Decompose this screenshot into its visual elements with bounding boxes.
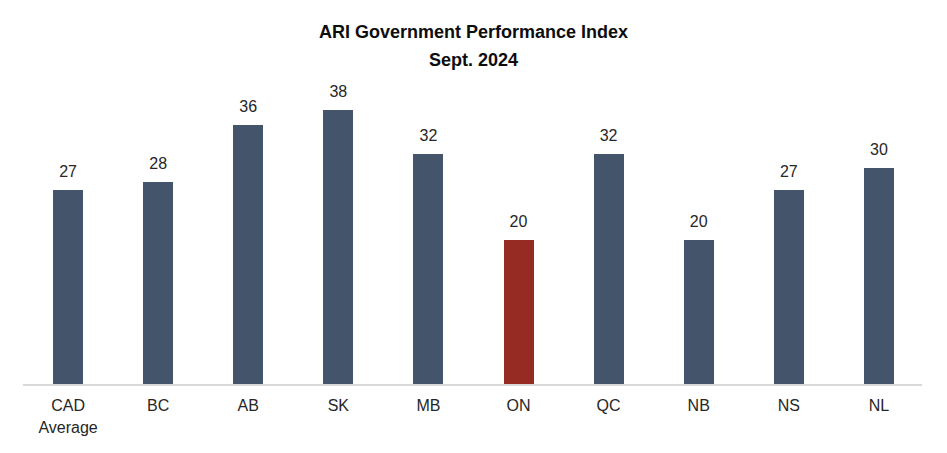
- data-label: 30: [870, 141, 888, 159]
- bar-column: 20 ON: [473, 0, 563, 453]
- data-label: 32: [420, 127, 438, 145]
- bar: [233, 125, 263, 384]
- category-label: NS: [778, 395, 800, 417]
- bar-stack: 32: [594, 0, 624, 384]
- category-label: CAD Average: [38, 395, 97, 439]
- bar: [594, 154, 624, 384]
- data-label: 36: [239, 98, 257, 116]
- bar: [774, 190, 804, 384]
- data-label: 27: [59, 163, 77, 181]
- category-label: MB: [416, 395, 440, 417]
- bar-stack: 30: [864, 0, 894, 384]
- chart-container: ARI Government Performance Index Sept. 2…: [0, 0, 947, 453]
- bar-highlighted: [504, 240, 534, 384]
- category-label: ON: [507, 395, 531, 417]
- bar-column: 27 CAD Average: [23, 0, 113, 453]
- bar: [684, 240, 714, 384]
- bar-stack: 28: [143, 0, 173, 384]
- bar-stack: 20: [504, 0, 534, 384]
- category-label: QC: [597, 395, 621, 417]
- bar: [323, 110, 353, 384]
- category-label: AB: [238, 395, 259, 417]
- bar: [413, 154, 443, 384]
- category-label: BC: [147, 395, 169, 417]
- bar-stack: 36: [233, 0, 263, 384]
- bar-column: 36 AB: [203, 0, 293, 453]
- bar-stack: 32: [413, 0, 443, 384]
- data-label: 38: [329, 83, 347, 101]
- bar-column: 27 NS: [744, 0, 834, 453]
- bar-column: 28 BC: [113, 0, 203, 453]
- bar-column: 30 NL: [834, 0, 924, 453]
- bar-stack: 38: [323, 0, 353, 384]
- bar-stack: 20: [684, 0, 714, 384]
- plot-area: 27 CAD Average 28 BC 36 AB 38 SK 32 MB 20 ON 32 QC 20 N…: [23, 0, 924, 453]
- category-label: NL: [869, 395, 889, 417]
- bar-stack: 27: [53, 0, 83, 384]
- bar-stack: 27: [774, 0, 804, 384]
- bar: [143, 182, 173, 384]
- category-label: SK: [328, 395, 349, 417]
- bar-column: 32 MB: [383, 0, 473, 453]
- data-label: 32: [600, 127, 618, 145]
- data-label: 28: [149, 155, 167, 173]
- data-label: 20: [510, 213, 528, 231]
- bar-column: 20 NB: [654, 0, 744, 453]
- category-label: NB: [688, 395, 710, 417]
- bar-column: 38 SK: [293, 0, 383, 453]
- data-label: 27: [780, 163, 798, 181]
- bar: [53, 190, 83, 384]
- bar-column: 32 QC: [564, 0, 654, 453]
- bar: [864, 168, 894, 384]
- data-label: 20: [690, 213, 708, 231]
